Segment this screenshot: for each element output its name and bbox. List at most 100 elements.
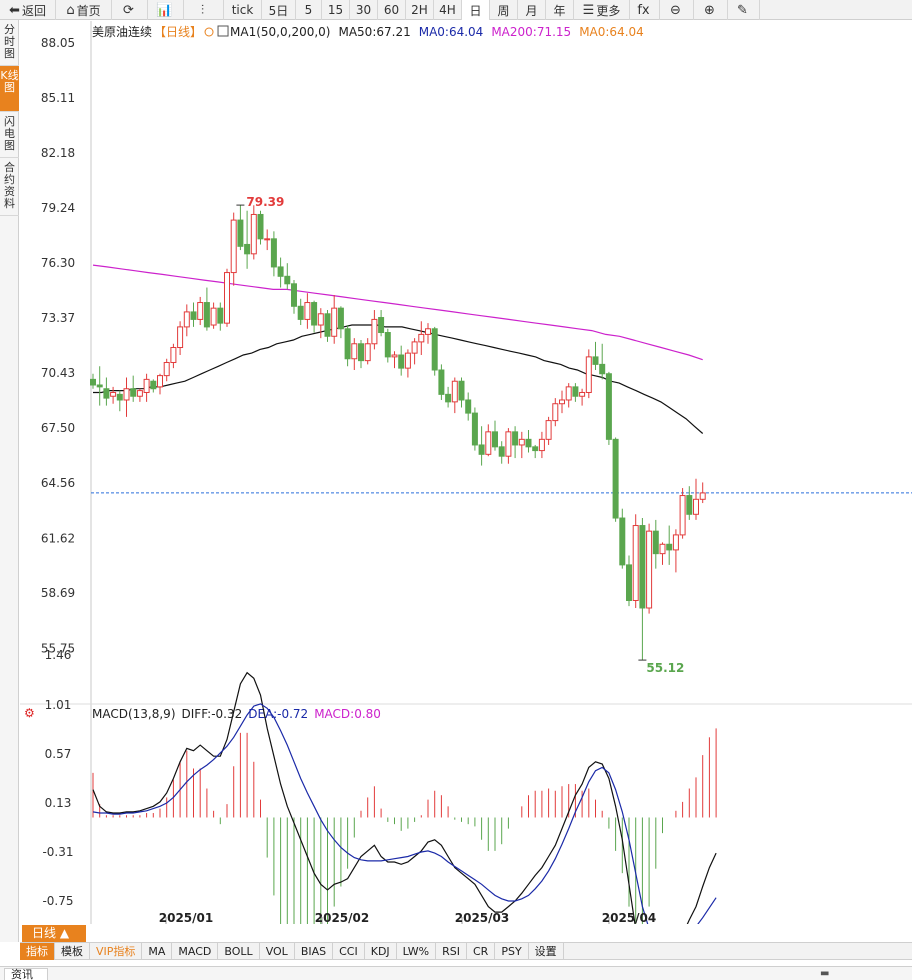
toolbar-item-button[interactable]: 2H xyxy=(406,0,434,20)
macd-y-tick: 1.46 xyxy=(45,648,72,662)
refresh-icon: ⟳ xyxy=(123,2,134,18)
toolbar-label: 4H xyxy=(439,3,456,17)
refresh-button[interactable]: ⟳ xyxy=(112,0,148,20)
toolbar-item-button[interactable]: 5日 xyxy=(262,0,296,20)
toolbar-item-button[interactable]: 月 xyxy=(518,0,546,20)
candle-body xyxy=(264,238,271,241)
candle-body xyxy=(110,391,117,397)
candle-body xyxy=(136,390,143,397)
toolbar-item-button[interactable]: 30 xyxy=(350,0,378,20)
candle-body xyxy=(646,530,653,609)
indicator-4[interactable]: MACD xyxy=(172,943,219,960)
toolbar-home-button[interactable]: ⌂ 首页 xyxy=(56,0,112,20)
candle-body xyxy=(304,302,311,320)
indicator-1[interactable]: 模板 xyxy=(55,943,90,960)
function-button[interactable]: fx xyxy=(630,0,660,20)
candle-body xyxy=(217,307,224,324)
candle-body xyxy=(123,388,130,401)
macd-y-tick: 0.57 xyxy=(45,747,72,761)
candle-body xyxy=(559,399,565,405)
candle-body xyxy=(619,517,626,566)
toolbar-label: 5 xyxy=(304,3,313,17)
legend-instrument: 美原油连续 xyxy=(92,24,152,39)
indicator-12[interactable]: CR xyxy=(467,943,496,960)
main-y-tick: 76.30 xyxy=(41,256,75,270)
candle-body xyxy=(572,386,579,397)
candle-body xyxy=(90,378,96,386)
side-tab-2[interactable]: 闪电图 xyxy=(0,112,19,158)
top-toolbar: ⬅ 返回 ⌂ 首页 ⟳ 📊 ⫶ tick 5日 5 15 30 60 2H 4H 日周月年 ☰ 更多 fx ⊖ ⊕ ✎ xyxy=(0,0,912,20)
x-tick-label: 2025/02 xyxy=(315,911,369,924)
side-tab-3[interactable]: 合约资料 xyxy=(0,158,19,216)
toolbar-label: 月 xyxy=(525,3,538,18)
toolbar-item-button[interactable]: 4H xyxy=(434,0,462,20)
toolbar-item-button[interactable]: 年 xyxy=(546,0,574,20)
candle-body xyxy=(666,543,673,551)
indicator-9[interactable]: KDJ xyxy=(365,943,397,960)
toolbar-item-button[interactable]: 日 xyxy=(462,0,490,20)
candle-body xyxy=(150,380,157,390)
toolbar-menu-button[interactable]: ☰ 更多 xyxy=(574,0,630,20)
zoom-in-button[interactable]: ⊕ xyxy=(694,0,728,20)
indicator-7[interactable]: BIAS xyxy=(295,943,334,960)
toolbar-item-button[interactable]: 5 xyxy=(296,0,322,20)
candle-body xyxy=(679,495,686,536)
period-tab[interactable]: 日线 ▲ xyxy=(22,925,86,942)
candle-body xyxy=(384,332,391,358)
indicator-2[interactable]: VIP指标 xyxy=(90,943,143,960)
zoom-out-button[interactable]: ⊖ xyxy=(660,0,694,20)
candle-body xyxy=(351,343,358,360)
zoom-in-icon: ⊕ xyxy=(704,2,715,18)
indicator-10[interactable]: LW% xyxy=(397,943,437,960)
candle-body xyxy=(203,302,210,328)
candle-body xyxy=(130,388,137,397)
ma50-line xyxy=(93,324,704,434)
toolbar-label: 5日 xyxy=(268,3,289,18)
candle-body xyxy=(445,393,452,403)
toolbar-item-button[interactable]: tick xyxy=(224,0,262,20)
side-tab-0[interactable]: 分时图 xyxy=(0,20,19,66)
candle-body xyxy=(672,534,679,551)
side-tab-1[interactable]: K线图 xyxy=(0,66,19,112)
collapse-icon[interactable]: ▬ xyxy=(820,968,830,979)
candle-body xyxy=(371,318,378,345)
candle-body xyxy=(230,219,237,274)
kline-chart[interactable]: 88.05 85.11 82.18 79.24 76.30 73.37 70.43 67.50… xyxy=(20,21,912,924)
candle-body xyxy=(599,363,606,375)
candle-body xyxy=(458,380,465,401)
candle-body xyxy=(224,272,230,324)
candle-body xyxy=(652,530,659,555)
candle-body xyxy=(699,492,706,500)
home-icon: ⌂ xyxy=(66,2,75,18)
candle-body xyxy=(210,307,217,326)
indicator-11[interactable]: RSI xyxy=(436,943,467,960)
candle-body xyxy=(250,213,257,255)
main-y-tick: 55.75 xyxy=(41,641,75,655)
candle-body xyxy=(431,328,438,371)
macd-legend-macd: MACD:0.80 xyxy=(314,707,381,721)
candle-body xyxy=(257,213,264,240)
draw-pen-button[interactable]: ✎ xyxy=(728,0,760,20)
indicator-5[interactable]: BOLL xyxy=(218,943,260,960)
indicator-0[interactable]: 指标 xyxy=(20,943,55,960)
candlestick-button[interactable]: ⫶ xyxy=(184,0,224,20)
zoom-out-icon: ⊖ xyxy=(670,2,681,18)
legend-ma0b: MA0:64.04 xyxy=(579,25,644,39)
indicator-6[interactable]: VOL xyxy=(260,943,295,960)
legend-period: 【日线】 xyxy=(154,25,202,39)
dea-line xyxy=(92,703,717,924)
main-y-tick: 85.11 xyxy=(41,91,75,105)
bar-chart-button[interactable]: 📊 xyxy=(148,0,184,20)
toolbar-back-arrow-button[interactable]: ⬅ 返回 xyxy=(0,0,56,20)
indicator-13[interactable]: PSY xyxy=(495,943,529,960)
legend-ma200: MA200:71.15 xyxy=(491,25,571,39)
macd-legend-name: MACD(13,8,9) xyxy=(92,707,176,721)
indicator-8[interactable]: CCI xyxy=(333,943,365,960)
candle-body xyxy=(626,564,632,601)
indicator-3[interactable]: MA xyxy=(142,943,173,960)
toolbar-item-button[interactable]: 15 xyxy=(322,0,350,20)
toolbar-item-button[interactable]: 60 xyxy=(378,0,406,20)
toolbar-item-button[interactable]: 周 xyxy=(490,0,518,20)
indicator-14[interactable]: 设置 xyxy=(529,943,564,960)
news-tab[interactable]: 资讯 xyxy=(4,968,48,980)
